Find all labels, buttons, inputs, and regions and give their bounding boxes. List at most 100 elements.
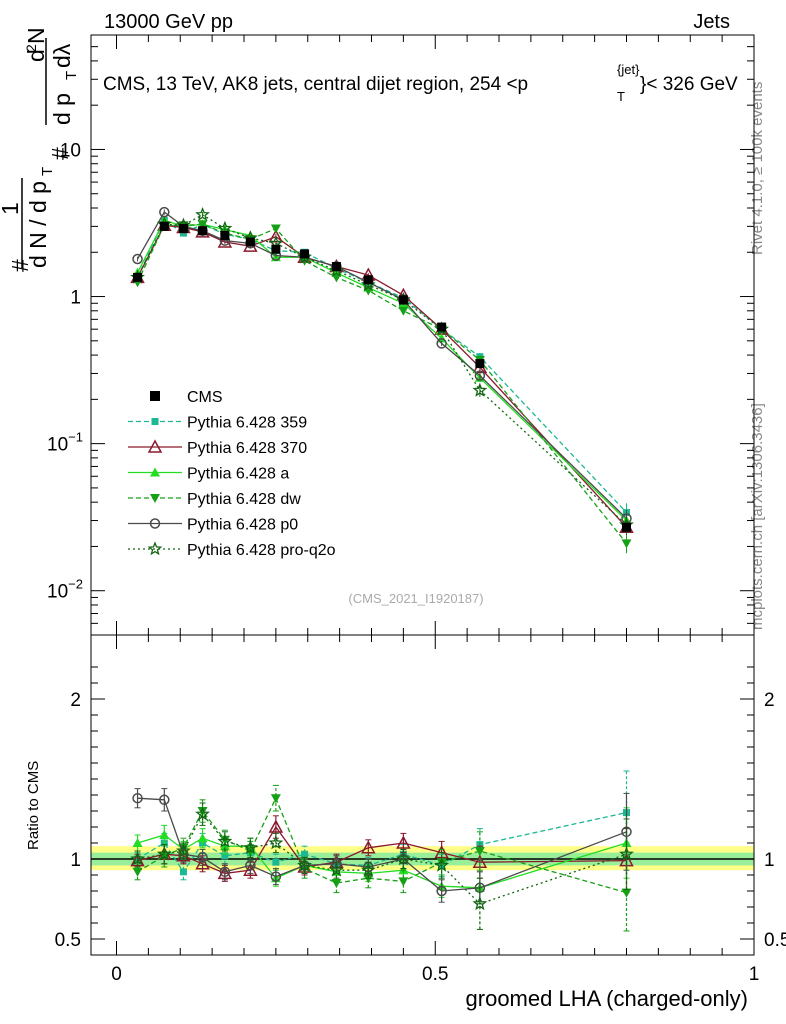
pq2o-point [195,206,210,222]
ratio-y-tick-label-right: 2 [764,690,775,711]
x-tick-label: 0.5 [422,964,448,985]
analysis-watermark: (CMS_2021_I1920187) [348,591,483,606]
pq2o-ratio-point [619,846,634,861]
pdw-point [270,224,281,234]
pp0-ratio-point [270,871,282,882]
cms-point [437,322,447,332]
ylabel-dpt: d p [49,93,75,125]
legend-entry-p370: Pythia 6.428 370 [128,439,307,457]
cms-point [159,221,169,231]
legend-entry-p359: Pythia 6.428 359 [128,415,307,432]
legend-label-pp0: Pythia 6.428 p0 [187,517,298,534]
p359-ratio-point [179,868,187,876]
p370-ratio-point [195,856,210,870]
y-tick-label: 10 [60,140,81,161]
ratio-y-tick-label-right: 0.5 [764,930,786,951]
ylabel-hash1: # [7,259,33,272]
ylabel-d2n-d: d [23,49,49,62]
pq2o-ratio-point [360,862,376,877]
cms-point [331,262,341,272]
y-axis-label: # 1 d N / d p T # d 2 N d p T dλ [0,27,80,272]
legend-label-p370: Pythia 6.428 370 [187,440,307,457]
pq2o-ratio-point [176,843,191,858]
ratio-y-tick-label: 1 [70,850,81,871]
p370-ratio-point [268,819,284,833]
pp0-point [474,370,486,381]
ylabel-dlambda: dλ [49,43,75,68]
plot-title-sub: T [617,89,625,104]
ylabel-t1: T [39,167,56,176]
legend-marker-pq2o [147,541,163,556]
pq2o-ratio-line [137,813,627,905]
legend-marker-p359 [151,418,159,425]
plot-title-main: CMS, 13 TeV, AK8 jets, central dijet reg… [103,74,528,95]
pp0-ratio-point [159,794,170,806]
legend-entry-pp0: Pythia 6.428 p0 [128,517,298,534]
pq2o-ratio-point [242,840,258,855]
pq2o-ratio-point [130,851,145,866]
pq2o-ratio-point [156,846,172,861]
legend-marker-cms [150,391,160,401]
cms-point [133,272,143,282]
pq2o-ratio-point [472,896,488,911]
pdw-ratio-point [331,879,342,888]
legend-label-pa: Pythia 6.428 a [187,466,289,483]
pq2o-ratio-point [195,806,210,821]
legend-entry-cms: CMS [150,389,223,406]
legend: CMS Pythia 6.428 359 Pythia 6.428 370 Pythi… [128,389,336,559]
ratio-series-pq2o [130,802,634,930]
ratio-y-tick-label: 0.5 [55,930,81,951]
legend-marker-pa [150,467,160,477]
ylabel-hash2: # [47,147,73,160]
pp0-ratio-point [436,885,447,897]
pp0-ratio-point [245,860,256,871]
cms-point [178,224,188,234]
pq2o-ratio-point [329,862,344,877]
pp0-ratio-point [219,866,231,878]
pp0-ratio-point [197,852,208,863]
cms-point [300,249,310,259]
legend-label-p359: Pythia 6.428 359 [187,415,307,432]
pdw-ratio-line [137,796,627,894]
p370-ratio-point [396,835,411,849]
p359-ratio-point [221,852,229,860]
y-tick-label: 10−1 [47,430,83,456]
pdw-point [197,220,208,230]
ratio-panel: 0.5 0.51 12 20 0.5 1 [55,634,786,985]
legend-marker-pdw [150,494,160,503]
y-tick-label: 1 [70,288,81,309]
x-tick-label: 1 [749,964,760,985]
pdw-ratio-point [197,807,208,816]
ratio-y-tick-label: 2 [70,690,81,711]
pq2o-point [472,382,488,397]
legend-marker-pp0 [149,518,161,529]
main-panel: 10−2 10−1 1 10 [47,34,755,955]
legend-marker-p370 [147,439,163,453]
ratio-y-label: Ratio to CMS [25,761,42,850]
pa-ratio-point [132,838,143,847]
cms-point [622,522,631,532]
legend-label-pdw: Pythia 6.428 dw [187,491,301,508]
ylabel-d2n-n: N [23,27,49,44]
p359-ratio-point [301,850,309,858]
legend-entry-pq2o: Pythia 6.428 pro-q2o [128,541,336,559]
cms-point [363,275,373,285]
pq2o-ratio-point [297,857,312,872]
energy-label: 13000 GeV pp [104,11,233,33]
cms-point [220,231,230,241]
pq2o-ratio-point [395,851,411,866]
cms-point [245,237,255,247]
pdw-ratio-point [474,847,485,856]
mcplots-label: mcplots.cern.ch [arXiv:1306.3436] [749,403,766,630]
pp0-point [132,253,143,265]
pp0-ratio-point [331,858,342,870]
p359-ratio-point [272,858,280,866]
ylabel-dn-dpt: d N / d p [25,181,51,268]
pa-ratio-point [197,833,208,843]
p370-ratio-point [361,840,376,854]
ylabel-t2: T [63,71,80,80]
legend-label-cms: CMS [187,389,223,406]
cms-point [271,244,281,254]
x-tick-label: 0 [111,964,122,985]
